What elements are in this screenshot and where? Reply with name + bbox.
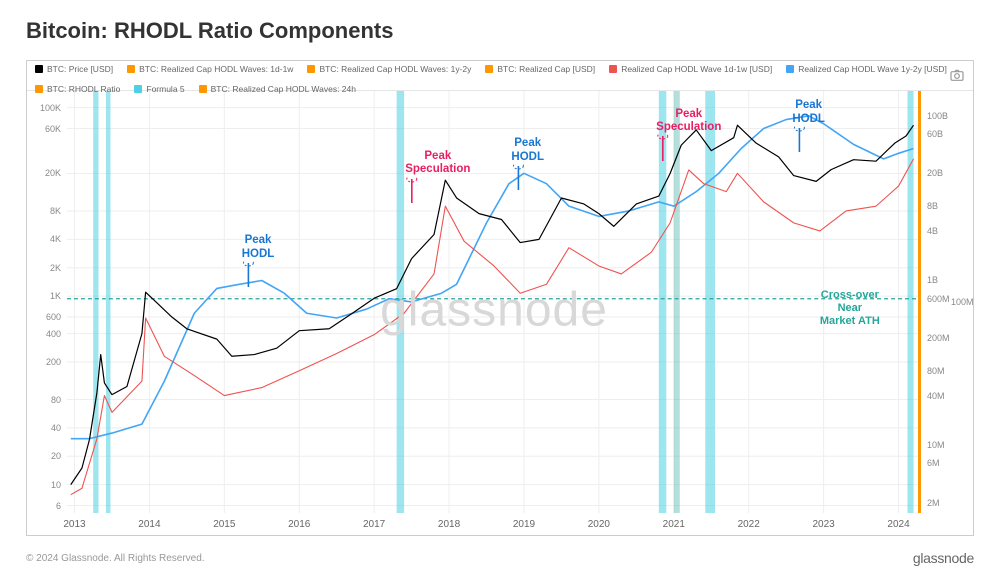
y-tick-right: 10M — [927, 440, 945, 450]
x-tick: 2022 — [738, 519, 760, 530]
y-tick-left: 400 — [46, 329, 61, 339]
y-tick-right: 80M — [927, 366, 945, 376]
y-axis-left: 6 10 20 40 80 200 400 600 1K 2K 4K 8K 20K 60K 100K — [27, 91, 65, 513]
x-tick: 2015 — [213, 519, 235, 530]
legend-item[interactable]: BTC: Realized Cap HODL Waves: 1y-2y — [307, 64, 471, 74]
legend-swatch — [786, 65, 794, 73]
y-tick-right: 60B — [927, 129, 943, 139]
y-tick-left: 60K — [45, 124, 61, 134]
legend-item[interactable]: BTC: RHODL Ratio — [35, 84, 120, 94]
y-tick-left: 8K — [50, 206, 61, 216]
y-tick-left: 40 — [51, 423, 61, 433]
y-tick-right2: 100M — [951, 297, 974, 307]
legend-item[interactable]: BTC: Price [USD] — [35, 64, 113, 74]
y-tick-left: 10 — [51, 480, 61, 490]
legend-label: BTC: Realized Cap HODL Waves: 1d-1w — [139, 64, 293, 74]
legend-label: Realized Cap HODL Wave 1y-2y [USD] — [798, 64, 947, 74]
y-tick-right: 100B — [927, 111, 948, 121]
legend: BTC: Price [USD] BTC: Realized Cap HODL W… — [27, 61, 973, 91]
y-tick-left: 20 — [51, 451, 61, 461]
plot-area: glassnode PeakHODLPeakSpeculationPeakHOD… — [67, 91, 921, 513]
legend-item[interactable]: Realized Cap HODL Wave 1d-1w [USD] — [609, 64, 772, 74]
x-tick: 2013 — [63, 519, 85, 530]
x-tick: 2017 — [363, 519, 385, 530]
camera-icon[interactable] — [949, 67, 965, 83]
legend-item[interactable]: BTC: Realized Cap HODL Waves: 1d-1w — [127, 64, 293, 74]
copyright: © 2024 Glassnode. All Rights Reserved. — [26, 553, 205, 564]
legend-swatch — [35, 85, 43, 93]
y-tick-right: 200M — [927, 333, 950, 343]
legend-item[interactable]: Realized Cap HODL Wave 1y-2y [USD] — [786, 64, 947, 74]
x-axis: 2013201420152016201720182019202020212022… — [67, 515, 921, 535]
legend-item[interactable]: Formula 5 — [134, 84, 184, 94]
y-tick-right: 1B — [927, 275, 938, 285]
y-tick-left: 6 — [56, 501, 61, 511]
x-tick: 2021 — [663, 519, 685, 530]
y-tick-right: 2M — [927, 498, 940, 508]
y-tick-left: 100K — [40, 103, 61, 113]
y-tick-right: 20B — [927, 168, 943, 178]
legend-swatch — [307, 65, 315, 73]
legend-label: Formula 5 — [146, 84, 184, 94]
y-tick-right: 600M — [927, 294, 950, 304]
y-tick-right: 4B — [927, 226, 938, 236]
legend-swatch — [134, 85, 142, 93]
footer: © 2024 Glassnode. All Rights Reserved. g… — [26, 550, 974, 566]
legend-item[interactable]: BTC: Realized Cap [USD] — [485, 64, 595, 74]
x-tick: 2023 — [812, 519, 834, 530]
y-tick-left: 80 — [51, 395, 61, 405]
legend-label: BTC: Price [USD] — [47, 64, 113, 74]
legend-swatch — [609, 65, 617, 73]
legend-item[interactable]: BTC: Realized Cap HODL Waves: 24h — [199, 84, 356, 94]
x-tick: 2014 — [138, 519, 160, 530]
y-tick-left: 600 — [46, 312, 61, 322]
y-tick-right: 6M — [927, 458, 940, 468]
x-tick: 2016 — [288, 519, 310, 530]
y-tick-right: 8B — [927, 201, 938, 211]
legend-swatch — [485, 65, 493, 73]
legend-label: BTC: RHODL Ratio — [47, 84, 120, 94]
y-tick-left: 2K — [50, 263, 61, 273]
legend-label: BTC: Realized Cap HODL Waves: 24h — [211, 84, 356, 94]
legend-swatch — [35, 65, 43, 73]
chart-container: BTC: Price [USD] BTC: Realized Cap HODL W… — [26, 60, 974, 536]
y-tick-left: 4K — [50, 234, 61, 244]
y-tick-left: 200 — [46, 357, 61, 367]
legend-label: Realized Cap HODL Wave 1d-1w [USD] — [621, 64, 772, 74]
brand-logo: glassnode — [913, 550, 974, 566]
chart-title: Bitcoin: RHODL Ratio Components — [0, 0, 1000, 56]
x-tick: 2020 — [588, 519, 610, 530]
y-tick-left: 20K — [45, 168, 61, 178]
y-tick-left: 1K — [50, 291, 61, 301]
x-tick: 2018 — [438, 519, 460, 530]
legend-label: BTC: Realized Cap [USD] — [497, 64, 595, 74]
x-tick: 2019 — [513, 519, 535, 530]
x-tick: 2024 — [887, 519, 909, 530]
y-tick-right: 40M — [927, 391, 945, 401]
legend-swatch — [127, 65, 135, 73]
legend-swatch — [199, 85, 207, 93]
y-axis-right: 2M 6M 10M 40M 80M 200M 600M 1B 4B 8B 20B 60B 100B 100… — [923, 91, 973, 513]
legend-label: BTC: Realized Cap HODL Waves: 1y-2y — [319, 64, 471, 74]
